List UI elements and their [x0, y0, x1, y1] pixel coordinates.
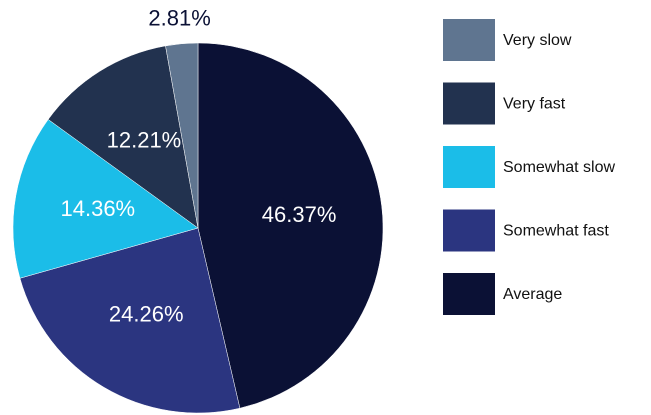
pie-slice	[197, 42, 384, 409]
legend-label: Somewhat slow	[503, 159, 615, 176]
value-label: 2.81%	[148, 6, 210, 31]
value-label: 46.37%	[262, 202, 337, 227]
pie-slice	[12, 119, 199, 279]
legend-label: Average	[503, 286, 562, 303]
legend-label: Very slow	[503, 32, 572, 49]
legend-label: Somewhat fast	[503, 223, 609, 240]
legend-swatch	[443, 209, 495, 252]
pie	[12, 42, 384, 414]
pie-slice	[165, 42, 199, 229]
value-label: 14.36%	[61, 196, 136, 221]
legend-swatch	[443, 19, 495, 61]
pie-slice	[19, 227, 241, 414]
legend-swatch	[443, 82, 495, 125]
value-label: 12.21%	[107, 128, 182, 153]
legend-swatch	[443, 146, 495, 188]
legend: Very slow Very fast Somewhat slow Somewhat …	[443, 19, 615, 315]
value-label: 24.26%	[109, 301, 184, 326]
pie-slice	[47, 45, 199, 229]
legend-label: Very fast	[503, 96, 566, 113]
legend-swatch	[443, 273, 495, 315]
value-labels: 46.37% 24.26% 14.36% 12.21% 2.81%	[61, 6, 337, 327]
